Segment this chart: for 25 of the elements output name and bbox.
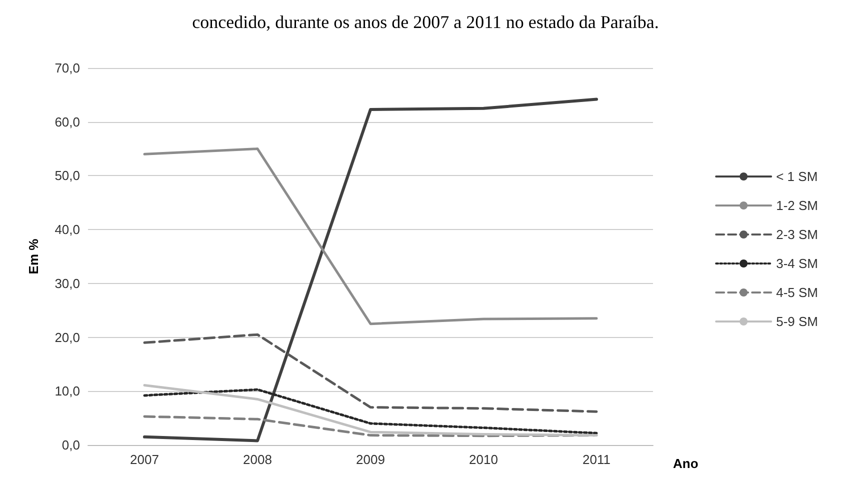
y-axis-title: Em %: [26, 238, 41, 274]
y-tick-label: 70,0: [54, 60, 80, 76]
chart-title: concedido, durante os anos de 2007 a 2011 no estado da Paraíba.: [192, 12, 659, 32]
x-tick-label: 2007: [130, 452, 159, 467]
x-tick-label: 2011: [582, 452, 610, 467]
line-series: [143, 333, 598, 413]
line-series: [143, 148, 598, 326]
y-tick-label: 30,0: [54, 276, 80, 291]
legend-label: 5-9 SM: [776, 314, 818, 329]
legend-label: 4-5 SM: [776, 285, 818, 300]
x-tick-label: 2009: [356, 452, 385, 467]
y-tick-label: 50,0: [54, 168, 80, 184]
x-tick-label: 2010: [469, 452, 498, 467]
legend-label: 3-4 SM: [776, 256, 818, 271]
y-tick-label: 40,0: [54, 222, 80, 238]
x-tick-label: 2008: [243, 452, 272, 467]
y-tick-label: 0,0: [62, 438, 80, 452]
legend-label: < 1 SM: [776, 169, 818, 184]
line-series: [143, 98, 598, 442]
y-tick-label: 20,0: [54, 330, 80, 345]
y-tick-label: 60,0: [54, 114, 80, 130]
legend-label: 2-3 SM: [776, 227, 818, 242]
x-axis-title: Ano: [673, 456, 698, 471]
y-tick-label: 10,0: [54, 384, 80, 399]
legend-label: 1-2 SM: [776, 198, 818, 213]
